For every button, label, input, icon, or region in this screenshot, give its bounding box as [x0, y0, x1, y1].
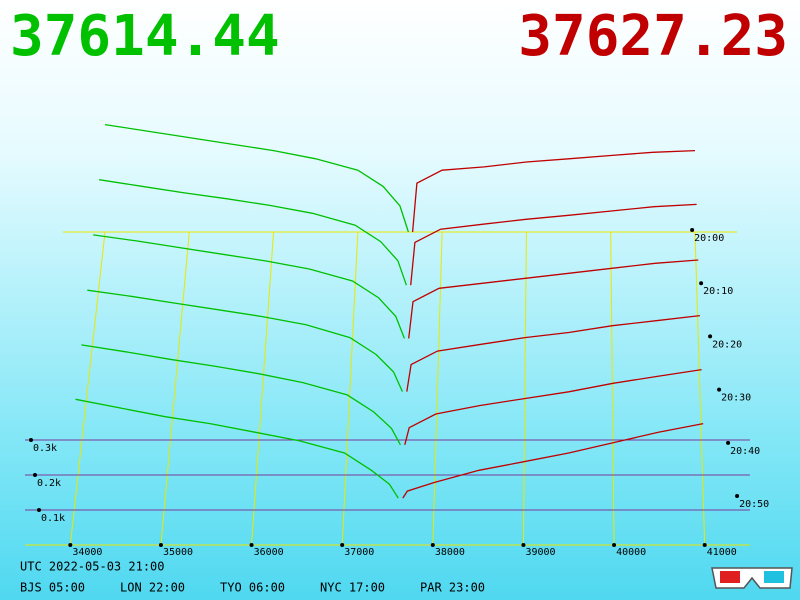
x-tick-label: 38000: [435, 547, 465, 558]
x-grid-line: [69, 231, 106, 546]
y-tick-label: 0.2k: [37, 478, 61, 489]
ask-depth-line: [404, 368, 702, 445]
y-tick-label: 0.1k: [41, 513, 65, 524]
ask-depth-line: [408, 259, 699, 339]
time-tick-label: 20:40: [730, 446, 760, 457]
time-tick-dot: [699, 281, 704, 286]
x-grid-line: [251, 231, 275, 546]
time-tick-label: 20:50: [739, 499, 769, 510]
x-tick-label: 34000: [72, 547, 102, 558]
bid-depth-line: [99, 179, 408, 286]
bjs-time: BJS 05:00: [20, 581, 85, 595]
x-grid-line: [341, 231, 359, 546]
x-tick-label: 37000: [344, 547, 374, 558]
x-tick-dot: [612, 543, 617, 547]
bid-depth-line: [93, 234, 406, 339]
time-tick-dot: [735, 494, 740, 499]
par-time: PAR 23:00: [420, 581, 485, 595]
time-tick-label: 20:00: [694, 233, 724, 244]
ask-price: 37627.23: [518, 4, 788, 69]
nyc-time: NYC 17:00: [320, 581, 385, 595]
x-grid-line: [610, 231, 615, 546]
time-tick-dot: [726, 440, 731, 445]
x-tick-label: 41000: [707, 547, 737, 558]
bid-depth-line: [75, 398, 399, 499]
x-grid-line: [694, 231, 706, 546]
x-tick-label: 36000: [254, 547, 284, 558]
x-tick-dot: [521, 543, 526, 547]
floor-grid: 34000 35000 36000 37000 38000 39000 40000 41000…: [25, 231, 750, 558]
x-tick-dot: [340, 543, 345, 547]
x-tick-dot: [702, 543, 707, 547]
bid-price: 37614.44: [10, 4, 280, 69]
bid-depth-line: [81, 344, 401, 446]
x-tick-label: 40000: [616, 547, 646, 558]
time-tick-label: 20:20: [712, 339, 742, 350]
x-tick-dot: [68, 543, 73, 547]
bid-depth-line: [87, 289, 403, 392]
x-tick-label: 39000: [525, 547, 555, 558]
x-grid-line: [432, 231, 443, 546]
y-tick-dot: [29, 438, 33, 442]
x-tick-label: 35000: [163, 547, 193, 558]
time-tick-dot: [717, 387, 722, 392]
lon-time: LON 22:00: [120, 581, 185, 595]
time-tick-label: 20:10: [703, 286, 733, 297]
y-tick-dot: [37, 508, 41, 512]
utc-time: UTC 2022-05-03 21:00: [20, 560, 165, 574]
ask-depth-line: [410, 203, 697, 286]
x-grid-line: [160, 231, 190, 546]
x-tick-dot: [430, 543, 435, 547]
3d-glasses-icon[interactable]: [711, 567, 793, 589]
time-tick-dot: [690, 228, 695, 232]
time-tick-dot: [708, 334, 713, 339]
x-tick-dot: [158, 543, 163, 547]
y-tick-label: 0.3k: [33, 443, 57, 454]
y-tick-dot: [33, 473, 37, 477]
bid-depth-line: [104, 123, 410, 233]
ask-depth-line: [411, 149, 696, 233]
tyo-time: TYO 06:00: [220, 581, 285, 595]
time-tick-label: 20:30: [721, 393, 751, 404]
ask-depth-line: [402, 422, 704, 499]
ask-depth-line: [406, 314, 700, 392]
x-grid-line: [522, 231, 527, 546]
x-tick-dot: [249, 543, 254, 547]
